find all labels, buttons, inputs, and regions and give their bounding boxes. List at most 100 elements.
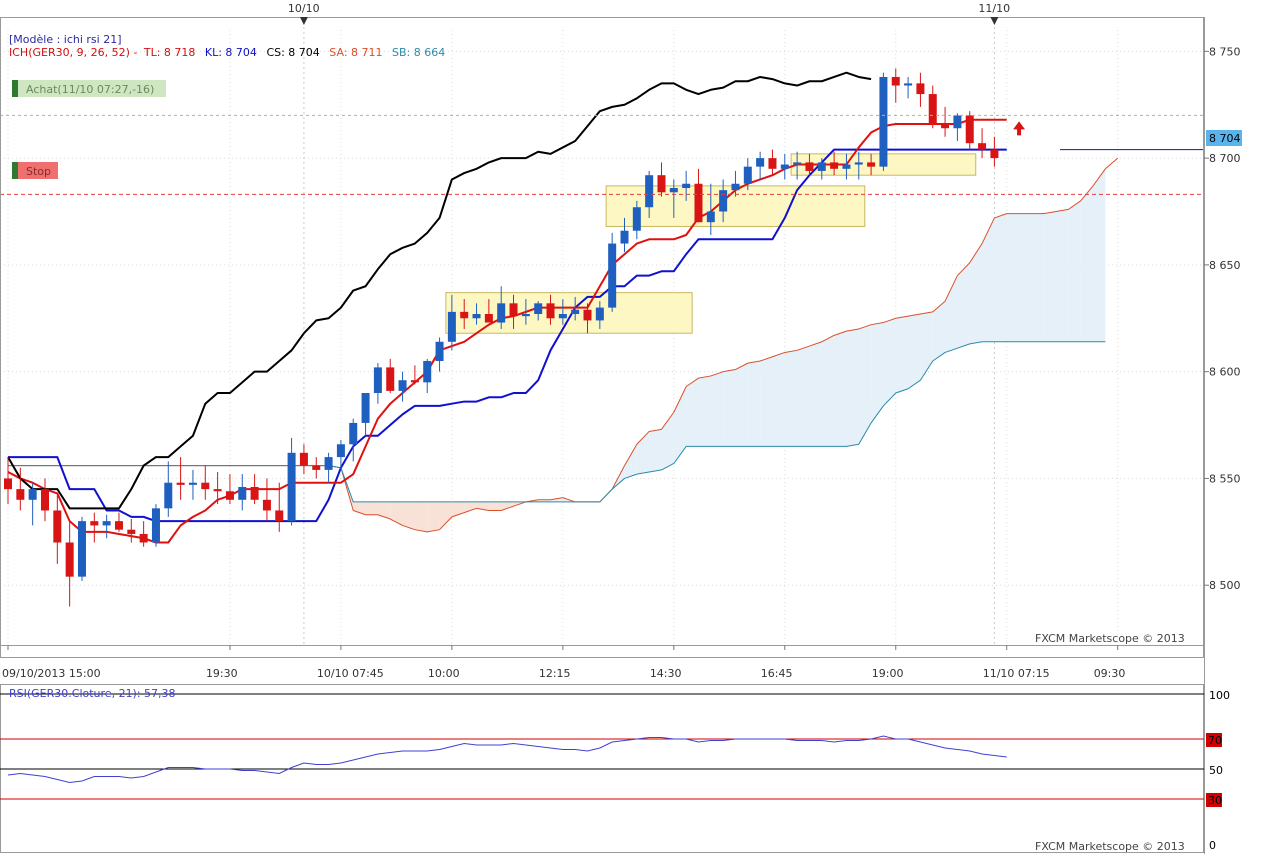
cloud-segment (760, 356, 773, 447)
candle-body (534, 303, 543, 315)
rsi-line (7, 735, 1007, 784)
cloud-segment (932, 301, 946, 361)
rsi-level-0: 0 (1209, 839, 1216, 852)
candle-body (706, 211, 715, 223)
cloud-segment (858, 324, 872, 445)
rsi-level-50: 50 (1209, 764, 1223, 777)
candle-body (682, 183, 691, 189)
cloud-segment (895, 316, 909, 394)
cloud-segment (809, 341, 822, 447)
x-tick-label: 14:30 (650, 667, 682, 680)
candle-body (225, 491, 234, 500)
candle-body (127, 529, 136, 534)
candle-body (953, 115, 962, 129)
cloud-segment (723, 369, 736, 447)
stop-tag-handle (12, 162, 18, 179)
candle-body (805, 162, 814, 171)
cloud-segment (476, 501, 489, 511)
stop-order-tag[interactable]: Stop (12, 162, 58, 179)
cloud-segment (883, 318, 896, 406)
date-marker-arrow (990, 17, 999, 25)
cloud-segment (982, 217, 995, 342)
candle-body (595, 307, 604, 321)
candle-body (164, 482, 173, 509)
candle-body (299, 452, 308, 466)
cloud-segment (908, 314, 921, 389)
candle-body (941, 123, 950, 129)
candle-body (102, 521, 111, 526)
candle-body (965, 115, 974, 144)
y-tick-label: 8 650 (1209, 259, 1241, 272)
senkou-span-b-line (8, 341, 1106, 503)
cs-label: CS: 8 704 (266, 46, 319, 59)
candle-body (756, 158, 765, 167)
cloud-segment (414, 501, 428, 532)
cloud-segment (797, 346, 810, 447)
cloud-segment (957, 262, 970, 349)
cloud-segment (920, 311, 933, 381)
candle-body (731, 183, 740, 191)
cloud-segment (439, 501, 452, 530)
grid-lines (0, 17, 1204, 645)
candle-body (4, 478, 12, 490)
candle-body (916, 83, 925, 95)
rsi-panel (0, 693, 1204, 800)
cloud-segment (1019, 213, 1032, 342)
candle-body (361, 393, 370, 423)
date-marker-label: 11/10 (978, 2, 1010, 15)
candle-body (546, 303, 555, 319)
buy-arrow-icon (1013, 121, 1026, 136)
cloud-segment (821, 335, 835, 447)
candle-body (484, 314, 493, 323)
current-price-box (1206, 130, 1242, 146)
candle-body (16, 489, 25, 500)
current-price-label: 8 704 (1209, 132, 1241, 145)
tl-label: TL: 8 718 (143, 46, 196, 59)
rsi-level-70: 70 (1208, 734, 1222, 747)
candle-body (238, 486, 247, 500)
candle-body (114, 521, 123, 530)
ich-label: ICH(GER30, 9, 26, 52) - (9, 46, 137, 59)
candle-body (793, 162, 802, 165)
candle-body (90, 521, 99, 526)
candle-body (213, 489, 222, 492)
date-marker-label: 10/10 (288, 2, 320, 15)
x-tick-label: 09:30 (1094, 667, 1126, 680)
candle-body (176, 482, 185, 485)
candle-body (472, 314, 481, 319)
y-tick-label: 8 750 (1209, 45, 1241, 58)
x-tick-label: 10:00 (428, 667, 460, 680)
y-tick-label: 8 500 (1209, 579, 1241, 592)
candle-body (521, 314, 530, 317)
y-tick-label: 8 700 (1209, 152, 1241, 165)
candle-body (608, 243, 617, 308)
ichimoku-cloud (328, 158, 1118, 532)
candle-body (386, 367, 395, 391)
stop-label: Stop (26, 165, 51, 178)
cloud-segment (969, 243, 983, 344)
candle-body (632, 207, 641, 231)
cloud-segment (1031, 213, 1044, 342)
cloud-segment (451, 501, 465, 517)
cloud-segment (501, 501, 514, 511)
current-price-tag: 8 704 (1206, 130, 1242, 146)
rsi-label: RSI(GER30.Cloture, 21): 57,38 (9, 687, 176, 700)
cloud-segment (636, 431, 650, 475)
achat-tag-handle (12, 80, 18, 97)
candle-body (583, 309, 592, 321)
candle-body (373, 367, 382, 394)
model-label: [Modèle : ichi rsi 21] (9, 33, 122, 46)
candle-body (645, 175, 654, 208)
candle-body (324, 457, 333, 470)
candlesticks (4, 68, 999, 607)
x-tick-label: 09/10/2013 15:00 (2, 667, 101, 680)
candle-body (990, 149, 999, 159)
date-marker-arrow (299, 17, 308, 25)
cloud-segment (402, 501, 415, 530)
cloud-segment (698, 375, 711, 447)
cloud-segment (1068, 200, 1081, 342)
cloud-segment (994, 213, 1007, 342)
achat-order-tag[interactable]: Achat(11/10 07:27,-16) (12, 80, 166, 97)
